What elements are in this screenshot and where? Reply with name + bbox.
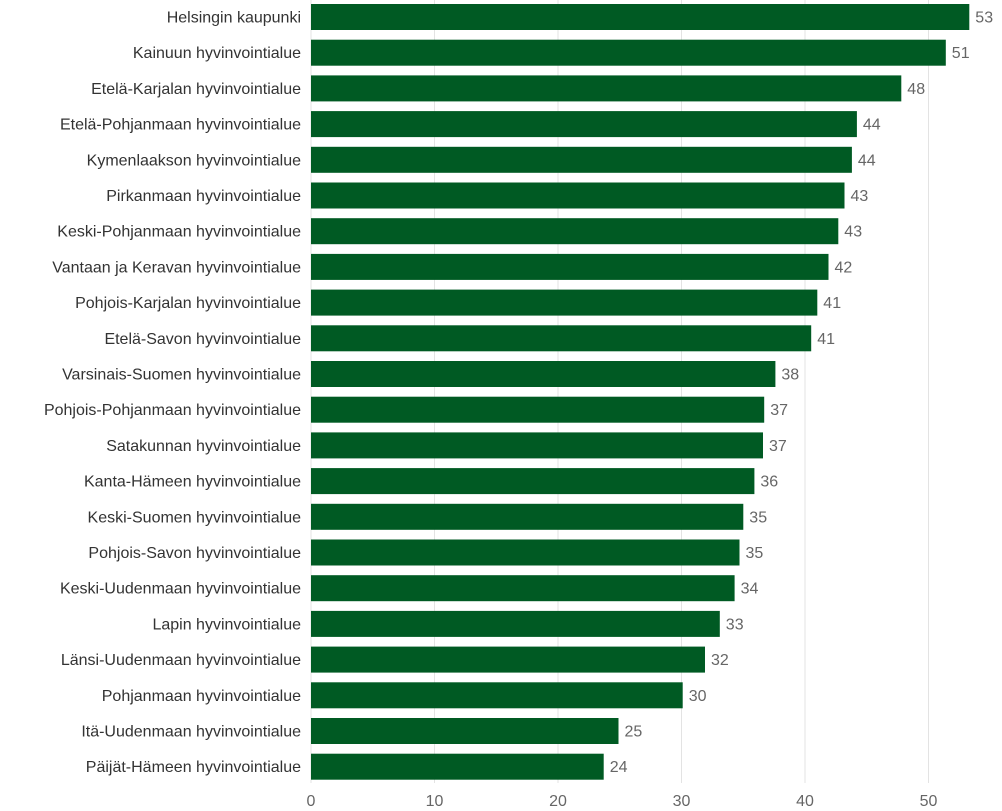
x-axis-ticks: 0 10 20 30 40 50 [307,793,938,810]
bar [311,575,735,601]
value-label: 42 [835,259,853,276]
bar [311,647,705,673]
category-label: Länsi-Uudenmaan hyvinvointialue [61,652,301,669]
value-label: 32 [711,652,729,669]
x-tick-label: 0 [307,793,316,810]
value-label: 41 [817,331,835,348]
value-label: 48 [907,81,925,98]
category-label: Itä-Uudenmaan hyvinvointialue [81,724,301,741]
value-label: 51 [952,45,970,62]
category-label: Etelä-Karjalan hyvinvointialue [91,81,301,98]
bar [311,4,969,30]
category-label: Päijät-Hämeen hyvinvointialue [86,759,301,776]
category-label: Lapin hyvinvointialue [152,616,301,633]
value-label: 38 [781,367,799,384]
category-label: Kymenlaakson hyvinvointialue [87,152,301,169]
bar [311,183,845,209]
bar [311,397,764,423]
bar [311,290,817,316]
value-label: 43 [844,224,862,241]
value-label: 35 [749,509,767,526]
bar [311,718,619,744]
bar [311,75,901,101]
category-label: Keski-Uudenmaan hyvinvointialue [60,581,301,598]
value-label: 44 [863,117,881,134]
value-label: 43 [851,188,869,205]
x-tick-label: 40 [796,793,814,810]
category-label: Satakunnan hyvinvointialue [106,438,301,455]
value-label: 37 [770,402,788,419]
bar [311,147,852,173]
bar [311,754,604,780]
x-tick-label: 30 [673,793,691,810]
category-label: Kanta-Hämeen hyvinvointialue [84,474,301,491]
category-label: Pohjois-Pohjanmaan hyvinvointialue [44,402,301,419]
value-label: 36 [760,474,778,491]
bar [311,254,829,280]
bar [311,468,754,494]
category-label: Pohjois-Savon hyvinvointialue [88,545,301,562]
bar [311,325,811,351]
category-label: Helsingin kaupunki [167,10,301,27]
bar [311,432,763,458]
category-label: Etelä-Pohjanmaan hyvinvointialue [60,117,301,134]
bar [311,540,740,566]
category-label: Etelä-Savon hyvinvointialue [104,331,301,348]
bar [311,682,683,708]
category-labels: Helsingin kaupunki Kainuun hyvinvointialu… [44,10,301,777]
bar [311,218,838,244]
category-label: Pirkanmaan hyvinvointialue [106,188,301,205]
bar [311,361,775,387]
bar [311,611,720,637]
value-label: 25 [625,724,643,741]
category-label: Pohjois-Karjalan hyvinvointialue [75,295,301,312]
value-label: 34 [741,581,759,598]
category-label: Keski-Pohjanmaan hyvinvointialue [57,224,301,241]
value-label: 24 [610,759,628,776]
bar [311,111,857,137]
value-label: 41 [823,295,841,312]
value-label: 30 [689,688,707,705]
value-label: 35 [746,545,764,562]
category-label: Keski-Suomen hyvinvointialue [88,509,302,526]
x-tick-label: 20 [549,793,567,810]
x-tick-label: 10 [426,793,444,810]
value-label: 44 [858,152,876,169]
bar [311,40,946,66]
value-label: 53 [975,10,993,27]
category-label: Pohjanmaan hyvinvointialue [102,688,301,705]
category-label: Vantaan ja Keravan hyvinvointialue [52,259,301,276]
value-label: 37 [769,438,787,455]
value-label: 33 [726,616,744,633]
bar [311,504,743,530]
category-label: Varsinais-Suomen hyvinvointialue [62,367,301,384]
x-tick-label: 50 [920,793,938,810]
category-label: Kainuun hyvinvointialue [133,45,301,62]
